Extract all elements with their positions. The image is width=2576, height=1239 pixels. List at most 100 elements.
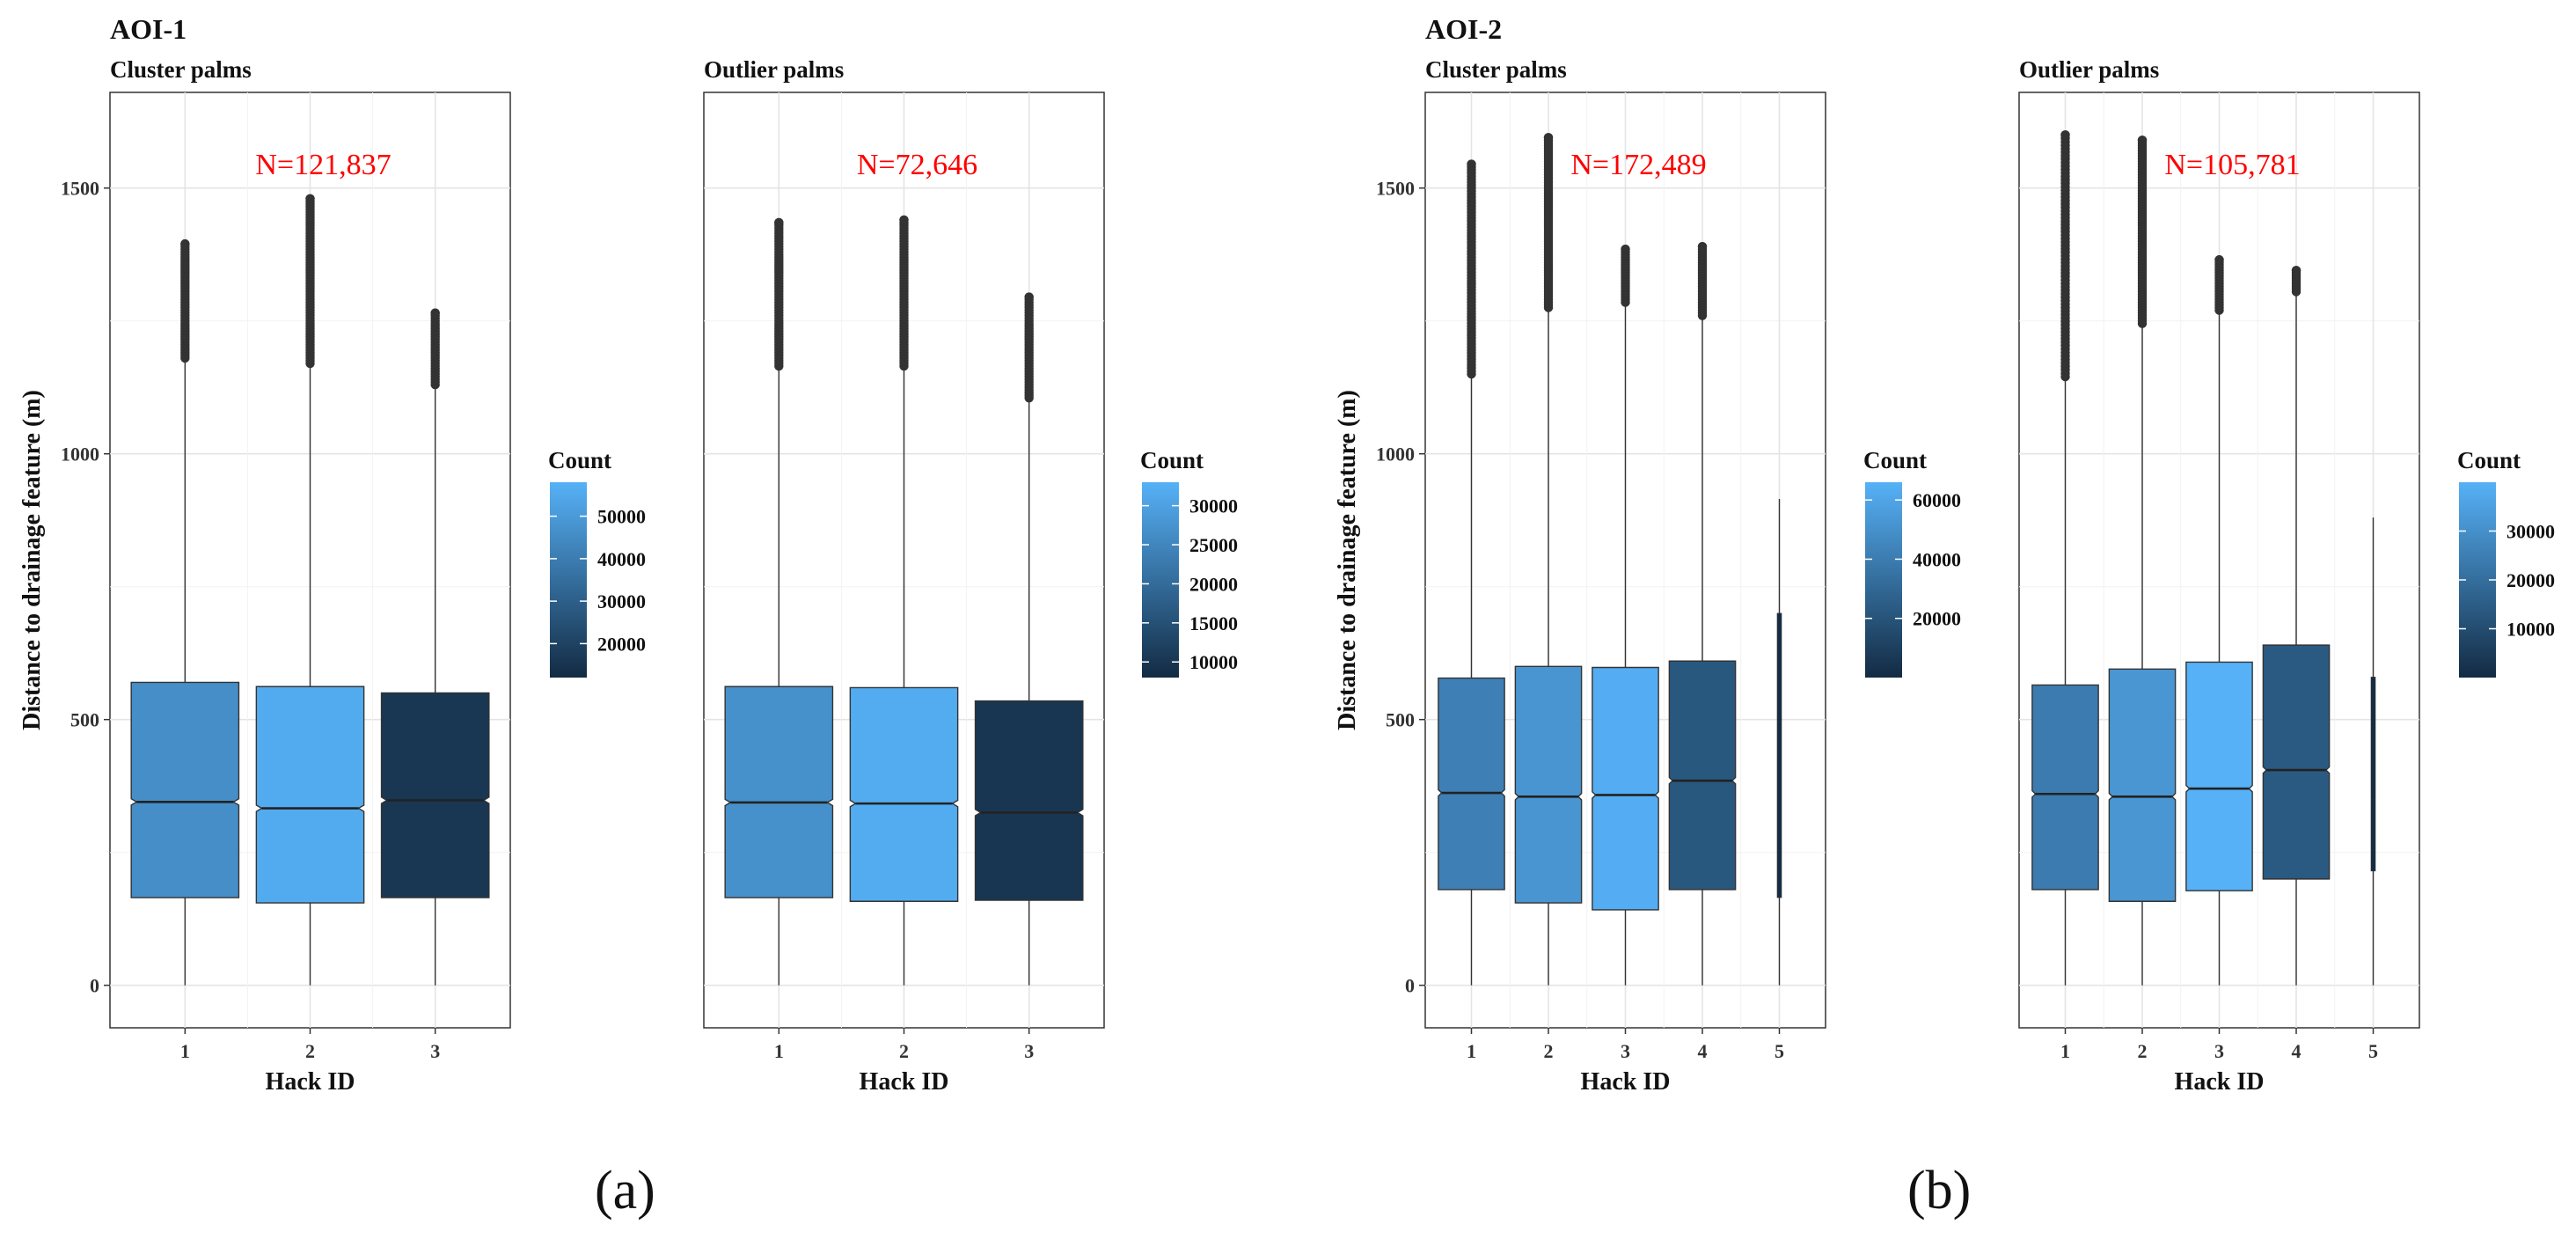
box-hack-2 xyxy=(849,215,959,986)
outliers xyxy=(2060,130,2070,382)
box-hack-4 xyxy=(1668,241,1737,986)
caption-b: (b) xyxy=(1907,1161,1972,1221)
legend-title: Count xyxy=(548,447,611,473)
x-tick-label: 2 xyxy=(2138,1040,2148,1062)
box-hack-5 xyxy=(1776,499,1782,986)
box-hack-1 xyxy=(2031,130,2099,986)
legend-tick-label: 30000 xyxy=(597,590,646,612)
y-tick-label: 0 xyxy=(1405,975,1415,997)
legend-tick-label: 10000 xyxy=(2506,619,2555,641)
panel-title: Outlier palms xyxy=(2019,56,2159,83)
outlier-point xyxy=(1621,244,1630,254)
box-body xyxy=(1592,666,1659,911)
x-axis-label: Hack ID xyxy=(1581,1068,1671,1096)
outlier-point xyxy=(774,217,784,228)
x-tick-label: 1 xyxy=(2060,1040,2070,1062)
x-tick-label: 5 xyxy=(2368,1040,2378,1062)
legend-tick-label: 20000 xyxy=(2506,569,2555,591)
y-tick-label: 1500 xyxy=(61,178,99,200)
legend-tick-label: 20000 xyxy=(1913,608,1961,630)
outlier-point xyxy=(2060,130,2070,140)
x-tick-label: 3 xyxy=(1621,1040,1630,1062)
panel-title: Cluster palms xyxy=(1425,56,1567,83)
outlier-point xyxy=(180,238,190,249)
x-tick-label: 2 xyxy=(899,1040,909,1062)
box-hack-5 xyxy=(2370,517,2376,986)
legend-tick-label: 25000 xyxy=(1189,534,1238,556)
outliers xyxy=(774,217,784,371)
box-body xyxy=(380,692,490,898)
outliers xyxy=(1543,133,1554,312)
box-hack-1 xyxy=(1438,159,1505,986)
legend-colorbar xyxy=(1142,482,1179,678)
outliers xyxy=(2291,266,2302,297)
box-hack-1 xyxy=(130,238,240,986)
x-tick-label: 5 xyxy=(1775,1040,1784,1062)
outliers xyxy=(1024,292,1034,403)
outlier-point xyxy=(305,194,315,203)
outlier-point xyxy=(899,215,909,225)
box-body xyxy=(2108,668,2177,902)
box-body xyxy=(130,681,240,898)
legend-colorbar xyxy=(550,482,587,678)
x-axis-label: Hack ID xyxy=(266,1068,355,1096)
y-axis-label: Distance to drainage feature (m) xyxy=(18,390,46,730)
outlier-point xyxy=(1024,292,1034,302)
box-hack-3 xyxy=(974,292,1084,986)
x-tick-label: 2 xyxy=(1544,1040,1554,1062)
legend-tick-label: 40000 xyxy=(1913,548,1961,570)
legend-tick-label: 20000 xyxy=(597,633,646,655)
aoi-label: AOI-2 xyxy=(1425,13,1502,45)
color-legend: Count 10000 15000 20000 25000 30000 xyxy=(1140,447,1238,678)
n-label: N=121,837 xyxy=(255,149,391,181)
box-body xyxy=(1514,665,1583,904)
legend-tick-label: 30000 xyxy=(1189,495,1238,517)
outliers xyxy=(305,194,315,369)
x-axis-label: Hack ID xyxy=(860,1068,949,1096)
legend-tick-label: 50000 xyxy=(597,506,646,528)
chart-panel-4: Outlier palms 1 2 3 4 5 N=105,781 Hack ID Count 1… xyxy=(2018,56,2555,1096)
x-tick-label: 1 xyxy=(1467,1040,1476,1062)
color-legend: Count 10000 20000 30000 xyxy=(2457,447,2555,678)
panel-title: Outlier palms xyxy=(704,56,844,83)
box-hack-2 xyxy=(1514,133,1583,986)
outliers xyxy=(2214,255,2224,315)
y-tick-label: 1000 xyxy=(1376,444,1415,466)
legend-tick-label: 30000 xyxy=(2506,521,2555,543)
x-tick-label: 3 xyxy=(1024,1040,1034,1062)
outliers xyxy=(180,238,190,363)
box-body xyxy=(255,685,365,904)
legend-tick-label: 20000 xyxy=(1189,573,1238,595)
box-body xyxy=(1668,660,1737,891)
y-tick-label: 0 xyxy=(90,975,99,997)
box-body xyxy=(2262,644,2331,880)
x-tick-label: 3 xyxy=(2214,1040,2224,1062)
outliers xyxy=(2137,136,2148,328)
outlier-point xyxy=(2291,266,2302,275)
outliers xyxy=(899,215,909,371)
outliers xyxy=(1621,244,1630,307)
legend-title: Count xyxy=(2457,447,2521,473)
chart-panel-3: AOI-2 Cluster palms 0 500 1000 1500 Distance t… xyxy=(1334,13,1961,1096)
outliers xyxy=(1467,159,1476,379)
y-tick-label: 1000 xyxy=(61,444,99,466)
box-body xyxy=(1776,612,1782,898)
box-body xyxy=(2185,661,2253,891)
box-body xyxy=(849,686,959,902)
outlier-point xyxy=(1467,159,1476,169)
legend-title: Count xyxy=(1863,447,1927,473)
y-tick-label: 500 xyxy=(1386,709,1415,731)
box-hack-3 xyxy=(2185,255,2253,986)
chart-panel-1: AOI-1 Cluster palms 0 500 1000 1500 Distance t… xyxy=(18,13,646,1096)
y-axis-label: Distance to drainage feature (m) xyxy=(1334,390,1361,730)
outlier-point xyxy=(1543,133,1554,143)
box-body xyxy=(724,685,834,898)
legend-tick-label: 40000 xyxy=(597,548,646,570)
x-tick-label: 3 xyxy=(430,1040,440,1062)
x-tick-label: 1 xyxy=(774,1040,784,1062)
box-hack-1 xyxy=(724,217,834,986)
x-tick-label: 4 xyxy=(2292,1040,2302,1062)
color-legend: Count 20000 40000 60000 xyxy=(1863,447,1961,678)
n-label: N=172,489 xyxy=(1570,149,1706,181)
